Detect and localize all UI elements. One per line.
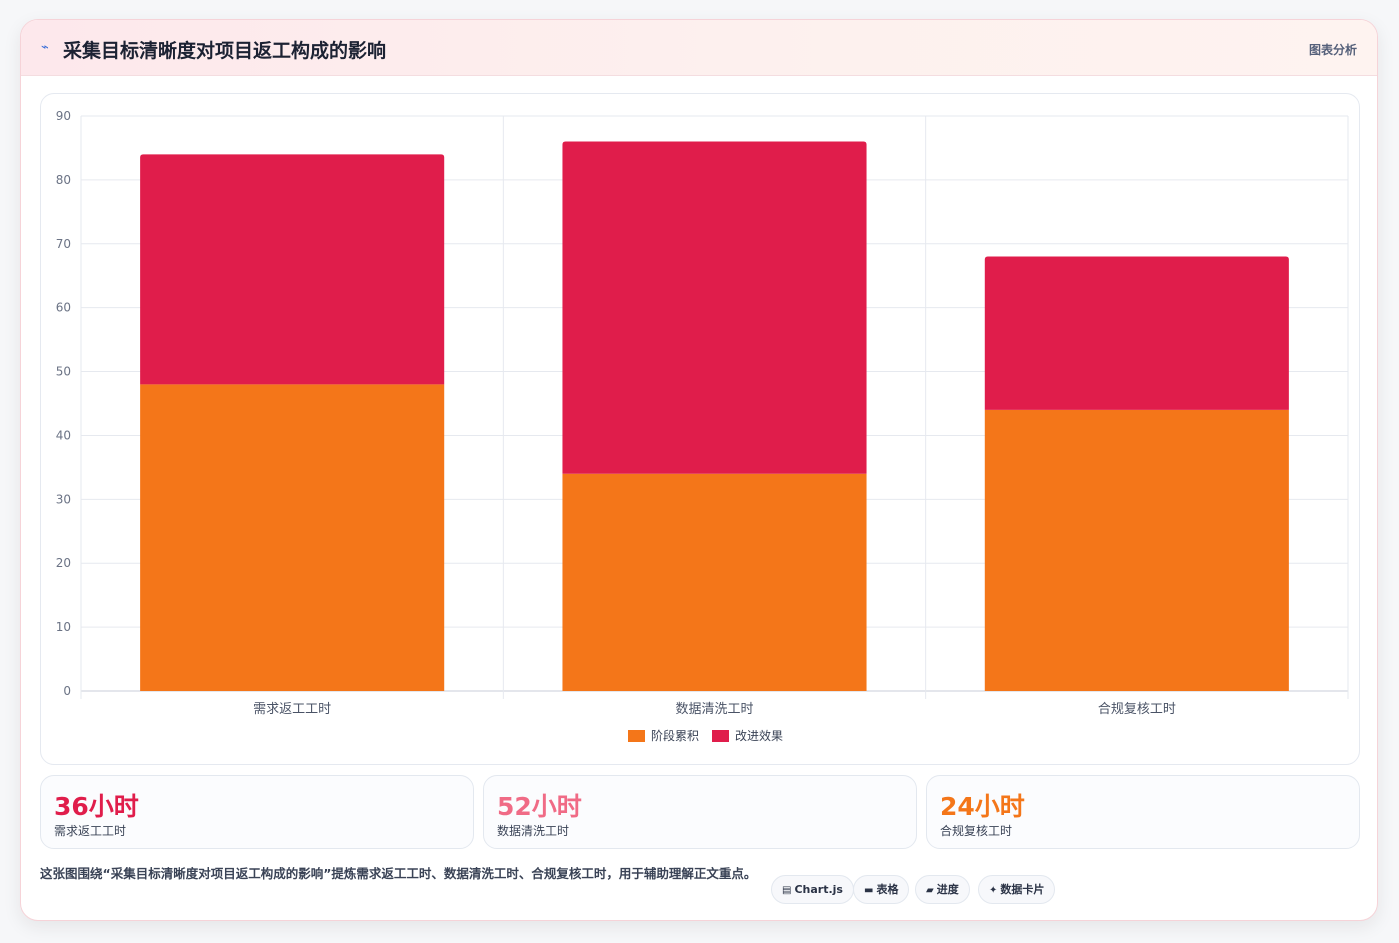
stat-label: 数据清洗工时 — [497, 824, 570, 838]
y-tick-label: 0 — [63, 684, 71, 698]
lightning-icon: ⌁ — [41, 40, 49, 55]
stat-value: 52小时 — [497, 792, 582, 821]
tag-label: 表格 — [876, 883, 899, 896]
chart-footnote: 这张图围绕“采集目标清晰度对项目返工构成的影响”提炼需求返工工时、数据清洗工时、… — [40, 866, 757, 881]
stat-card-compliance: 24小时 合规复核工时 — [926, 775, 1360, 849]
tag-chartjs[interactable]: ▤ Chart.js — [771, 875, 854, 904]
y-tick-label: 40 — [56, 428, 71, 442]
legend-label: 改进效果 — [735, 728, 783, 743]
bar-segment — [562, 141, 867, 474]
stat-value: 36小时 — [54, 792, 139, 821]
chart-panel: 0 10 20 30 40 50 60 70 80 90 需求返工工时 数据清洗工时 合规复核工时阶段累… — [40, 93, 1360, 765]
stacked-bar-chart: 0 10 20 30 40 50 60 70 80 90 需求返工工时 数据清洗工时 合规复核工时阶段累… — [56, 109, 1349, 743]
x-tick-label: 数据清洗工时 — [675, 702, 753, 717]
bar-segment — [984, 409, 1289, 691]
y-tick-label: 10 — [56, 620, 71, 634]
stat-card-requirements: 36小时 需求返工工时 — [40, 775, 474, 849]
chart-icon: ▤ — [782, 885, 792, 896]
stat-card-data-cleaning: 52小时 数据清洗工时 — [483, 775, 917, 849]
stat-value: 24小时 — [940, 792, 1025, 821]
y-tick-label: 60 — [56, 301, 71, 315]
card-header: ⌁ 采集目标清晰度对项目返工构成的影响 图表分析 — [21, 20, 1377, 76]
legend-label: 阶段累积 — [651, 728, 699, 743]
table-icon: ▬ — [864, 885, 874, 896]
y-tick-label: 80 — [56, 173, 71, 187]
y-tick-label: 70 — [56, 237, 71, 251]
bar-segment — [140, 384, 445, 691]
chart-analysis-link[interactable]: 图表分析 — [1308, 43, 1357, 57]
stat-label: 需求返工工时 — [54, 824, 127, 838]
tag-label: 进度 — [936, 883, 959, 896]
stat-label: 合规复核工时 — [940, 824, 1013, 838]
tag-label: Chart.js — [794, 883, 843, 896]
bar-segment — [562, 473, 867, 691]
tag-progress[interactable]: ▰ 进度 — [915, 875, 970, 904]
sparkle-icon: ✦ — [989, 885, 998, 896]
y-tick-label: 90 — [56, 109, 71, 123]
legend-swatch — [712, 730, 729, 742]
bar-segment — [984, 256, 1289, 410]
tag-data-cards[interactable]: ✦ 数据卡片 — [978, 875, 1056, 904]
y-tick-label: 50 — [56, 365, 71, 379]
x-tick-label: 合规复核工时 — [1098, 702, 1176, 717]
chart-card: ⌁ 采集目标清晰度对项目返工构成的影响 图表分析 0 10 20 30 40 50 60 70… — [20, 19, 1378, 921]
tag-label: 数据卡片 — [1000, 883, 1045, 896]
y-tick-label: 30 — [56, 492, 71, 506]
chart-title: 采集目标清晰度对项目返工构成的影响 — [63, 40, 387, 62]
progress-icon: ▰ — [926, 885, 934, 896]
x-tick-label: 需求返工工时 — [253, 702, 331, 717]
bar-segment — [140, 154, 445, 385]
y-tick-label: 20 — [56, 556, 71, 570]
tag-table[interactable]: ▬ 表格 — [853, 875, 910, 904]
legend-swatch — [628, 730, 645, 742]
